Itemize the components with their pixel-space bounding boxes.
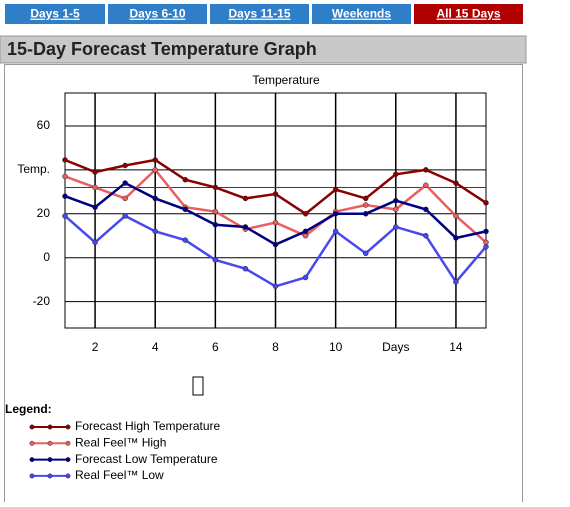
data-point	[302, 274, 309, 281]
data-point	[152, 167, 158, 173]
data-point	[212, 184, 219, 191]
data-point	[423, 167, 429, 173]
data-point	[393, 171, 399, 178]
data-point	[212, 257, 219, 263]
tab[interactable]	[312, 4, 411, 24]
legend-dot	[29, 457, 35, 463]
data-point	[362, 195, 369, 202]
legend-title: Legend:	[5, 402, 52, 416]
tab[interactable]	[108, 4, 207, 24]
data-point	[453, 279, 459, 285]
legend-dot	[29, 440, 35, 446]
data-point	[62, 157, 68, 163]
data-point	[212, 222, 219, 228]
tab[interactable]	[210, 4, 309, 24]
x-tick-label: 6	[212, 340, 219, 354]
legend-dot	[47, 457, 53, 463]
data-point	[62, 193, 68, 199]
legend-dot	[47, 473, 53, 479]
data-point	[272, 283, 279, 290]
legend-dot	[47, 424, 53, 430]
data-point	[242, 195, 249, 202]
data-point	[453, 235, 459, 241]
placeholder-box	[192, 376, 204, 396]
data-point	[423, 206, 429, 213]
tab[interactable]	[414, 4, 523, 24]
x-tick-label: 2	[92, 340, 99, 354]
data-point	[483, 243, 489, 250]
data-point	[362, 211, 369, 217]
data-point	[362, 202, 369, 208]
data-point	[122, 162, 128, 169]
data-point	[272, 241, 279, 248]
x-tick-label: Days	[382, 340, 409, 354]
x-tick-label: 8	[272, 340, 279, 354]
chart-title: Temperature	[252, 73, 320, 87]
legend-dot	[47, 440, 53, 446]
tab-label[interactable]: Days 6-10	[129, 7, 185, 21]
data-point	[182, 206, 189, 213]
y-tick-label: 0	[43, 250, 50, 264]
header-bar	[0, 35, 527, 64]
tab-label[interactable]: All 15 Days	[436, 7, 500, 21]
data-point	[182, 237, 189, 243]
x-tick-label: 4	[152, 340, 159, 354]
data-point	[182, 177, 189, 183]
data-point	[152, 195, 158, 202]
data-point	[393, 224, 399, 230]
legend-dot	[65, 440, 71, 446]
data-point	[393, 197, 399, 204]
data-point	[332, 211, 339, 217]
data-point	[272, 219, 279, 226]
x-tick-label: 14	[449, 340, 463, 354]
legend-dot	[29, 473, 35, 479]
y-tick-label: -20	[33, 294, 51, 308]
legend-label: Real Feel™ Low	[75, 468, 164, 482]
data-point	[152, 157, 158, 163]
data-point	[242, 224, 249, 230]
data-point	[152, 228, 158, 235]
legend-dot	[65, 424, 71, 430]
data-point	[302, 211, 309, 217]
y-tick-label: 20	[37, 206, 51, 220]
data-point	[92, 184, 98, 191]
legend-label: Forecast Low Temperature	[75, 452, 218, 466]
y-tick-label: Temp.	[17, 162, 50, 176]
data-point	[423, 182, 429, 188]
legend-dot	[65, 457, 71, 463]
data-point	[62, 213, 68, 219]
y-tick-label: 60	[37, 118, 51, 132]
data-point	[92, 239, 98, 246]
data-point	[332, 186, 339, 193]
data-point	[212, 208, 219, 215]
data-point	[122, 195, 128, 202]
data-point	[242, 265, 249, 272]
data-point	[453, 213, 459, 219]
data-point	[92, 169, 98, 175]
legend-dot	[65, 473, 71, 479]
tab-label[interactable]: Weekends	[332, 7, 391, 21]
tab-label[interactable]: Days 1-5	[30, 7, 80, 21]
data-point	[92, 204, 98, 210]
data-point	[483, 200, 489, 206]
data-point	[483, 228, 489, 235]
data-point	[122, 213, 128, 219]
data-point	[122, 180, 128, 186]
data-point	[423, 233, 429, 239]
data-point	[272, 191, 279, 197]
data-point	[362, 250, 369, 257]
legend-label: Real Feel™ High	[75, 435, 166, 449]
data-point	[453, 180, 459, 186]
data-point	[393, 206, 399, 213]
data-point	[62, 173, 68, 180]
x-tick-label: 10	[329, 340, 343, 354]
data-point	[302, 228, 309, 235]
tab-label[interactable]: Days 11-15	[228, 7, 290, 21]
legend-dot	[29, 424, 35, 430]
data-point	[332, 228, 339, 235]
tab[interactable]	[5, 4, 105, 24]
legend-label: Forecast High Temperature	[75, 419, 221, 433]
header-title: 15-Day Forecast Temperature Graph	[7, 39, 317, 59]
